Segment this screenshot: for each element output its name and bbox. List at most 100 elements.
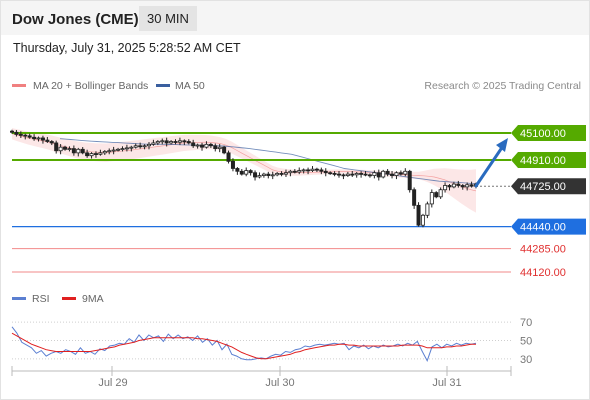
candle-body <box>359 173 364 175</box>
candle-body <box>248 170 253 174</box>
candle-body <box>142 145 147 148</box>
candle-body <box>164 140 169 144</box>
level-label-support: 44285.00 <box>520 244 566 256</box>
candle-body <box>45 139 50 142</box>
candle-body <box>80 148 85 154</box>
candle-body <box>266 173 271 176</box>
candle-body <box>341 174 346 177</box>
candle-body <box>133 145 138 148</box>
candle-body <box>465 184 470 188</box>
candle-body <box>372 172 377 176</box>
candle-body <box>186 141 191 144</box>
candle-body <box>456 183 461 186</box>
candle-body <box>407 170 412 191</box>
rsi-line <box>11 326 477 362</box>
candle-body <box>169 141 174 144</box>
candle-body <box>288 170 293 174</box>
research-credit: Research © 2025 Trading Central <box>424 80 581 92</box>
level-badge-current <box>511 178 586 195</box>
candle-body <box>367 174 372 177</box>
candle-body <box>306 169 311 172</box>
candle-body <box>222 146 227 154</box>
x-tick-label: Jul 29 <box>98 377 127 389</box>
candle-body <box>363 173 368 176</box>
candle-body <box>279 173 284 175</box>
timeframe-badge[interactable]: 30 MIN <box>139 6 197 31</box>
rsi-tick-label: 50 <box>520 336 532 348</box>
level-badge-resistance <box>511 125 586 141</box>
candle-body <box>438 189 443 198</box>
candle-body <box>376 172 381 178</box>
candle-body <box>116 148 121 151</box>
candle-body <box>332 173 337 175</box>
candle-body <box>275 173 280 176</box>
candle-body <box>301 169 306 172</box>
candle-body <box>337 173 342 176</box>
candle-body <box>200 144 205 148</box>
chart-datetime: Thursday, July 31, 2025 5:28:52 AM CET <box>13 41 241 55</box>
chart-header: Dow Jones (CME) 30 MIN <box>1 1 589 35</box>
projection-arrow <box>474 144 505 188</box>
candle-body <box>230 160 235 169</box>
candle-body <box>292 170 297 173</box>
candle-body <box>71 148 76 154</box>
candle-body <box>385 170 390 175</box>
x-tick-label: Jul 31 <box>432 377 461 389</box>
candle-body <box>354 173 359 176</box>
bollinger-mid-line <box>11 133 477 192</box>
candle-body <box>319 169 324 172</box>
candle-body <box>460 185 465 188</box>
candle-body <box>49 141 54 144</box>
candle-body <box>425 203 430 216</box>
bollinger-legend-label: MA 20 + Bollinger Bands <box>33 80 149 92</box>
candle-body <box>244 170 249 175</box>
candle-body <box>469 184 474 187</box>
candle-body <box>98 152 103 155</box>
candle-body <box>208 143 213 147</box>
candle-body <box>328 172 333 175</box>
candle-body <box>270 174 275 177</box>
candle-body <box>350 173 355 176</box>
level-badge-resistance <box>511 151 586 168</box>
rsi-legend-swatch <box>12 297 26 300</box>
candle-body <box>416 204 421 226</box>
candle-body <box>40 137 45 141</box>
candle-body <box>63 146 68 150</box>
bollinger-legend-swatch <box>12 84 26 87</box>
candle-body <box>177 140 182 143</box>
candle-body <box>32 136 37 140</box>
level-label-pivot: 44440.00 <box>520 222 566 234</box>
candle-body <box>102 151 107 154</box>
candle-body <box>297 170 302 173</box>
candle-body <box>310 168 315 171</box>
candle-body <box>381 170 386 178</box>
instrument-title: Dow Jones (CME) <box>12 11 139 28</box>
candle-body <box>314 168 319 171</box>
candle-body <box>394 172 399 176</box>
candle-body <box>226 152 231 162</box>
candle-body <box>173 141 178 143</box>
projection-arrow-head <box>496 138 508 152</box>
candle-body <box>155 141 160 144</box>
candle-body <box>217 146 222 150</box>
candle-body <box>58 146 63 152</box>
candle-body <box>124 147 129 150</box>
candle-body <box>9 130 14 133</box>
level-label-current: 44725.00 <box>520 181 566 193</box>
candle-body <box>345 173 350 176</box>
candle-body <box>447 185 452 188</box>
candle-body <box>14 131 19 135</box>
candle-body <box>434 192 439 198</box>
rsi-tick-label: 30 <box>520 354 532 366</box>
candle-body <box>239 170 244 175</box>
level-label-resistance: 45100.00 <box>520 128 566 140</box>
candle-body <box>89 153 94 157</box>
candle-body <box>111 149 116 152</box>
candle-body <box>54 142 59 152</box>
candle-body <box>420 214 425 226</box>
candle-body <box>67 148 72 151</box>
candle-body <box>195 144 200 147</box>
candle-body <box>85 152 90 157</box>
candle-body <box>76 148 81 154</box>
candle-body <box>146 143 151 147</box>
